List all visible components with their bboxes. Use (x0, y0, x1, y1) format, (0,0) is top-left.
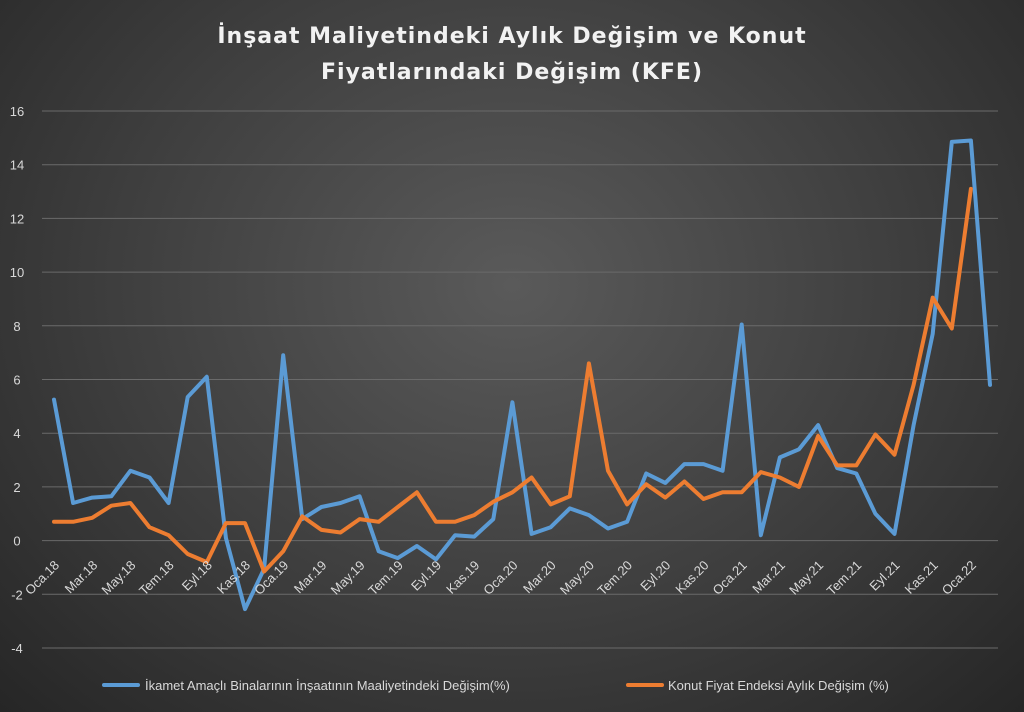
x-tick-label: May.19 (328, 558, 368, 598)
y-axis-ticks: -4 -2 0 2 4 6 8 10 12 14 16 (10, 104, 24, 656)
y-tick-label: 4 (13, 426, 20, 441)
x-tick-label: Mar.20 (520, 558, 559, 597)
x-tick-label: Tem.21 (824, 558, 865, 599)
y-tick-label: 2 (13, 480, 20, 495)
x-tick-label: Tem.20 (594, 558, 635, 599)
x-tick-label: May.20 (557, 558, 597, 598)
x-tick-label: Eyl.18 (179, 558, 215, 594)
x-tick-label: Oca.22 (939, 558, 979, 598)
x-tick-label: Mar.19 (291, 558, 330, 597)
x-tick-label: Tem.19 (365, 558, 406, 599)
y-tick-label: 6 (13, 373, 20, 388)
legend: İkamet Amaçlı Binalarının İnşaatının Maa… (102, 678, 889, 693)
legend-label-1: İkamet Amaçlı Binalarının İnşaatının Maa… (145, 678, 510, 693)
y-tick-label: 10 (10, 265, 24, 280)
x-tick-label: Eyl.21 (866, 558, 902, 594)
x-tick-label: Oca.18 (22, 558, 62, 598)
x-tick-label: Mar.18 (62, 558, 101, 597)
x-tick-label: Kas.20 (672, 558, 711, 597)
y-tick-label: 12 (10, 211, 24, 226)
chart-title-line-2: Fiyatlarındaki Değişim (KFE) (321, 60, 703, 85)
y-tick-label: 8 (13, 319, 20, 334)
x-tick-label: May.21 (786, 558, 826, 598)
gridlines (42, 110, 998, 649)
x-tick-label: Tem.18 (136, 558, 177, 599)
x-tick-label: Oca.21 (710, 558, 750, 598)
x-tick-label: Kas.21 (902, 558, 941, 597)
x-tick-label: Eyl.19 (408, 558, 444, 594)
series-line-2 (52, 186, 973, 574)
y-tick-label: -2 (11, 587, 23, 602)
series-line-1 (52, 138, 992, 612)
y-tick-label: 16 (10, 104, 24, 119)
legend-label-2: Konut Fiyat Endeksi Aylık Değişim (%) (668, 678, 889, 693)
y-tick-label: 0 (13, 534, 20, 549)
x-tick-label: Mar.21 (749, 558, 788, 597)
series-lines (52, 138, 992, 612)
x-tick-label: Oca.20 (480, 558, 520, 598)
y-tick-label: -4 (11, 641, 23, 656)
x-tick-label: Kas.19 (443, 558, 482, 597)
x-tick-label: Eyl.20 (637, 558, 673, 594)
y-tick-label: 14 (10, 158, 24, 173)
x-tick-label: May.18 (98, 558, 138, 598)
chart-title-line-1: İnşaat Maliyetindeki Aylık Değişim ve Ko… (217, 23, 806, 49)
